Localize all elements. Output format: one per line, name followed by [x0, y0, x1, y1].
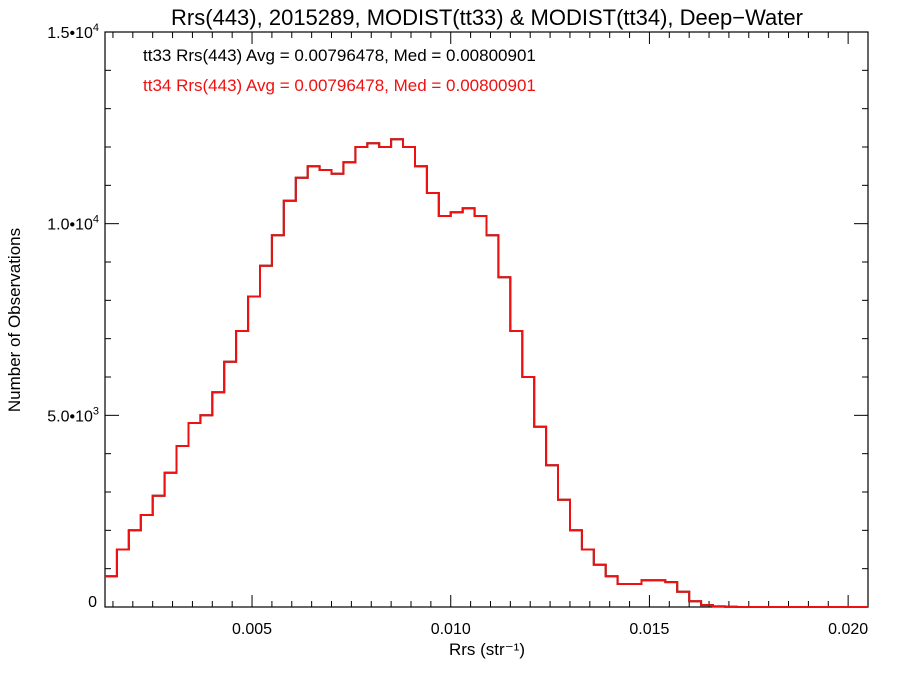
series-line-0 [105, 138, 868, 608]
y-axis-tick-labels: 0 5.0•103 1.0•104 1.5•104 [47, 22, 99, 611]
chart-title: Rrs(443), 2015289, MODIST(tt33) & MODIST… [171, 5, 803, 30]
x-tick-label: 0.020 [828, 621, 868, 638]
x-axis-tick-labels: 0.005 0.010 0.015 0.020 [232, 621, 868, 638]
x-axis-ticks [112, 32, 849, 607]
series-layer [105, 138, 868, 608]
y-tick-label: 0 [88, 594, 97, 611]
series-line-1 [105, 138, 868, 608]
y-tick-label: 1.5•104 [47, 22, 99, 42]
y-tick-label: 1.0•104 [47, 214, 99, 234]
x-tick-label: 0.015 [629, 621, 669, 638]
y-axis-label: Number of Observations [5, 228, 24, 412]
x-axis-label: Rrs (str⁻¹) [449, 640, 525, 659]
x-tick-label: 0.005 [232, 621, 272, 638]
y-axis-ticks [105, 31, 868, 608]
plot-frame [104, 31, 869, 608]
x-tick-label: 0.010 [431, 621, 471, 638]
annotation-tt33: tt33 Rrs(443) Avg = 0.00796478, Med = 0.… [143, 46, 536, 65]
y-tick-label: 5.0•103 [47, 405, 99, 425]
annotation-tt34: tt34 Rrs(443) Avg = 0.00796478, Med = 0.… [143, 76, 536, 95]
